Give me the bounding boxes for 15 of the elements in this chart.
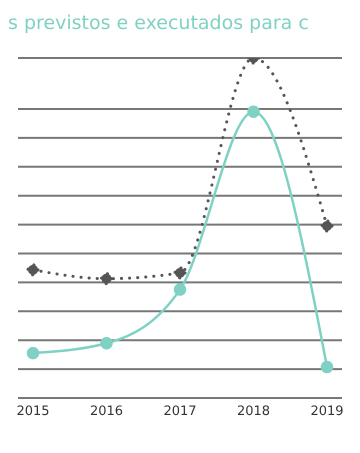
point xyxy=(174,283,186,296)
point xyxy=(320,219,334,232)
point xyxy=(320,360,334,374)
chart-title: s previstos e executados para c xyxy=(8,11,310,36)
x-tick-label: 2019 xyxy=(310,404,344,420)
point xyxy=(26,346,40,360)
x-tick-label: 2016 xyxy=(90,404,124,420)
x-tick-label: 2017 xyxy=(163,404,197,420)
point xyxy=(100,337,113,350)
point xyxy=(100,272,113,286)
point xyxy=(26,263,40,276)
x-tick-label: 2015 xyxy=(16,404,50,420)
point xyxy=(247,105,260,118)
x-tick-label: 2018 xyxy=(236,404,270,420)
point xyxy=(174,266,186,280)
